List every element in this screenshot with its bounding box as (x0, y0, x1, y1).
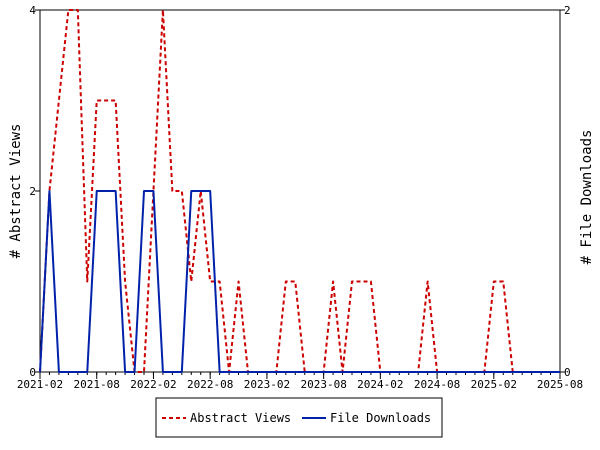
y-left-tick-label: 2 (29, 185, 36, 198)
x-tick-label: 2024-02 (357, 378, 403, 391)
x-tick-label: 2022-08 (187, 378, 233, 391)
x-tick-label: 2022-02 (130, 378, 176, 391)
y-left-tick-label: 4 (29, 4, 36, 17)
y-right-tick-label: 2 (564, 4, 571, 17)
series-line-file-downloads (39, 190, 560, 373)
series-layer (39, 9, 560, 373)
legend-box (155, 397, 443, 438)
x-tick-label: 2025-08 (537, 378, 583, 391)
y-right-axis-title: # File Downloads (579, 130, 595, 265)
x-tick-label: 2023-08 (300, 378, 346, 391)
x-tick-label: 2024-08 (414, 378, 460, 391)
tick-labels: 2021-02 2021-08 2022-02 2022-08 2023-02 2023-… (17, 4, 583, 391)
plot-area (39, 9, 561, 373)
x-tick-label: 2023-02 (244, 378, 290, 391)
x-tick-label: 2021-02 (17, 378, 63, 391)
legend-label-abstract-views: Abstract Views (190, 411, 291, 425)
legend-label-file-downloads: File Downloads (330, 411, 431, 425)
y-left-tick-label: 0 (29, 366, 36, 379)
x-tick-label: 2021-08 (74, 378, 120, 391)
tick-marks (35, 9, 565, 379)
legend: Abstract Views File Downloads (155, 397, 443, 438)
series-line-abstract-views (39, 9, 560, 373)
y-left-axis-title: # Abstract Views (8, 124, 24, 259)
x-tick-label: 2025-02 (471, 378, 517, 391)
y-right-tick-label: 0 (564, 366, 571, 379)
